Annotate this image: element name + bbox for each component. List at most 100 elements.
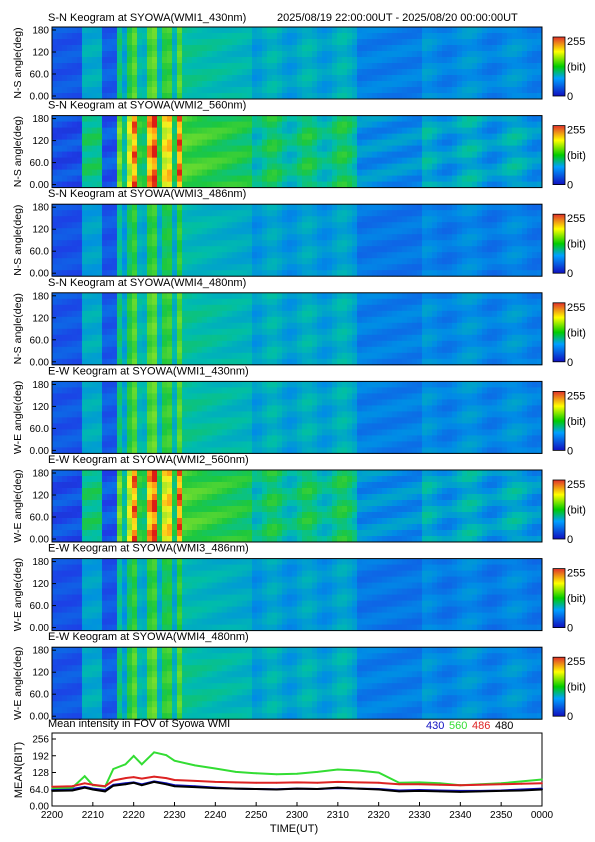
keogram-cell	[212, 328, 218, 336]
keogram-cell	[422, 87, 428, 94]
keogram-cell	[432, 352, 438, 360]
keogram-cell	[347, 352, 353, 360]
keogram-cell	[282, 346, 288, 354]
keogram-cell	[167, 151, 173, 158]
keogram-cell	[422, 346, 428, 354]
keogram-cell	[197, 75, 203, 82]
keogram-cell	[337, 151, 343, 158]
keogram-cell	[292, 216, 298, 223]
keogram-cell	[102, 216, 108, 223]
keogram-cell	[537, 45, 543, 52]
keogram-cell	[397, 310, 403, 318]
keogram-cell	[112, 51, 118, 58]
keogram-cell	[282, 145, 288, 152]
keogram-cell	[417, 63, 423, 70]
keogram-cell	[252, 63, 258, 70]
keogram-cell	[287, 75, 293, 82]
keogram-cell	[287, 216, 293, 223]
keogram-cell	[287, 127, 293, 134]
keogram-cell	[337, 163, 343, 170]
keogram-cell	[302, 346, 308, 354]
keogram-cell	[132, 33, 138, 40]
keogram-cell	[197, 340, 203, 348]
keogram-cell	[122, 39, 128, 46]
keogram-cell	[427, 81, 433, 88]
keogram-cell	[367, 39, 373, 46]
keogram-cell	[322, 75, 328, 82]
keogram-cell	[327, 57, 333, 64]
keogram-cell	[467, 298, 473, 306]
keogram-cell	[252, 258, 258, 265]
keogram-cell	[77, 163, 83, 170]
keogram-cell	[522, 27, 528, 34]
keogram-cell	[322, 51, 328, 58]
keogram-cell	[87, 157, 93, 164]
keogram-cell	[457, 93, 463, 100]
keogram-cell	[127, 228, 133, 235]
keogram-cell	[477, 216, 483, 223]
keogram-cell	[77, 181, 83, 188]
keogram-cell	[222, 181, 228, 188]
keogram-cell	[347, 322, 353, 330]
keogram-cell	[77, 216, 83, 223]
keogram-cell	[367, 292, 373, 300]
keogram-cell	[177, 246, 183, 253]
keogram-cell	[262, 121, 268, 128]
keogram-cell	[182, 216, 188, 223]
keogram-cell	[352, 240, 358, 247]
keogram-cell	[502, 163, 508, 170]
keogram-cell	[122, 352, 128, 360]
keogram-cell	[72, 39, 78, 46]
keogram-cell	[277, 346, 283, 354]
keogram-cell	[157, 270, 163, 277]
keogram-cell	[452, 63, 458, 70]
keogram-cell	[272, 69, 278, 76]
keogram-cell	[497, 163, 503, 170]
keogram-cell	[282, 252, 288, 259]
keogram-cell	[282, 222, 288, 229]
keogram-cell	[217, 145, 223, 152]
keogram-cell	[387, 246, 393, 253]
keogram-cell	[482, 33, 488, 40]
keogram-cell	[132, 39, 138, 46]
keogram-cell	[362, 270, 368, 277]
keogram-cell	[97, 435, 103, 442]
keogram-cell	[217, 316, 223, 324]
keogram-cell	[87, 63, 93, 70]
keogram-cell	[522, 57, 528, 64]
keogram-cell	[517, 175, 523, 182]
keogram-cell	[507, 358, 513, 366]
keogram-cell	[492, 210, 498, 217]
keogram-cell	[422, 139, 428, 146]
keogram-cell	[107, 252, 113, 259]
keogram-cell	[477, 39, 483, 46]
keogram-cell	[192, 175, 198, 182]
keogram-cell	[232, 87, 238, 94]
keogram-cell	[337, 234, 343, 241]
keogram-cell	[67, 151, 73, 158]
keogram-cell	[392, 69, 398, 76]
keogram-cell	[352, 346, 358, 354]
keogram-cell	[97, 87, 103, 94]
keogram-cell	[282, 63, 288, 70]
keogram-cell	[472, 340, 478, 348]
keogram-cell	[172, 352, 178, 360]
keogram-cell	[177, 145, 183, 152]
keogram-cell	[167, 169, 173, 176]
keogram-cell	[392, 57, 398, 64]
keogram-cell	[402, 51, 408, 58]
keogram-cell	[387, 258, 393, 265]
keogram-cell	[477, 151, 483, 158]
keogram-cell	[252, 127, 258, 134]
keogram-cell	[472, 204, 478, 211]
keogram-cell	[107, 393, 113, 400]
keogram-cell	[382, 322, 388, 330]
keogram-cell	[142, 334, 148, 342]
keogram-cell	[497, 334, 503, 342]
keogram-cell	[127, 352, 133, 360]
keogram-cell	[282, 228, 288, 235]
keogram-cell	[437, 69, 443, 76]
keogram-cell	[237, 264, 243, 271]
keogram-cell	[197, 133, 203, 140]
keogram-cell	[312, 358, 318, 366]
